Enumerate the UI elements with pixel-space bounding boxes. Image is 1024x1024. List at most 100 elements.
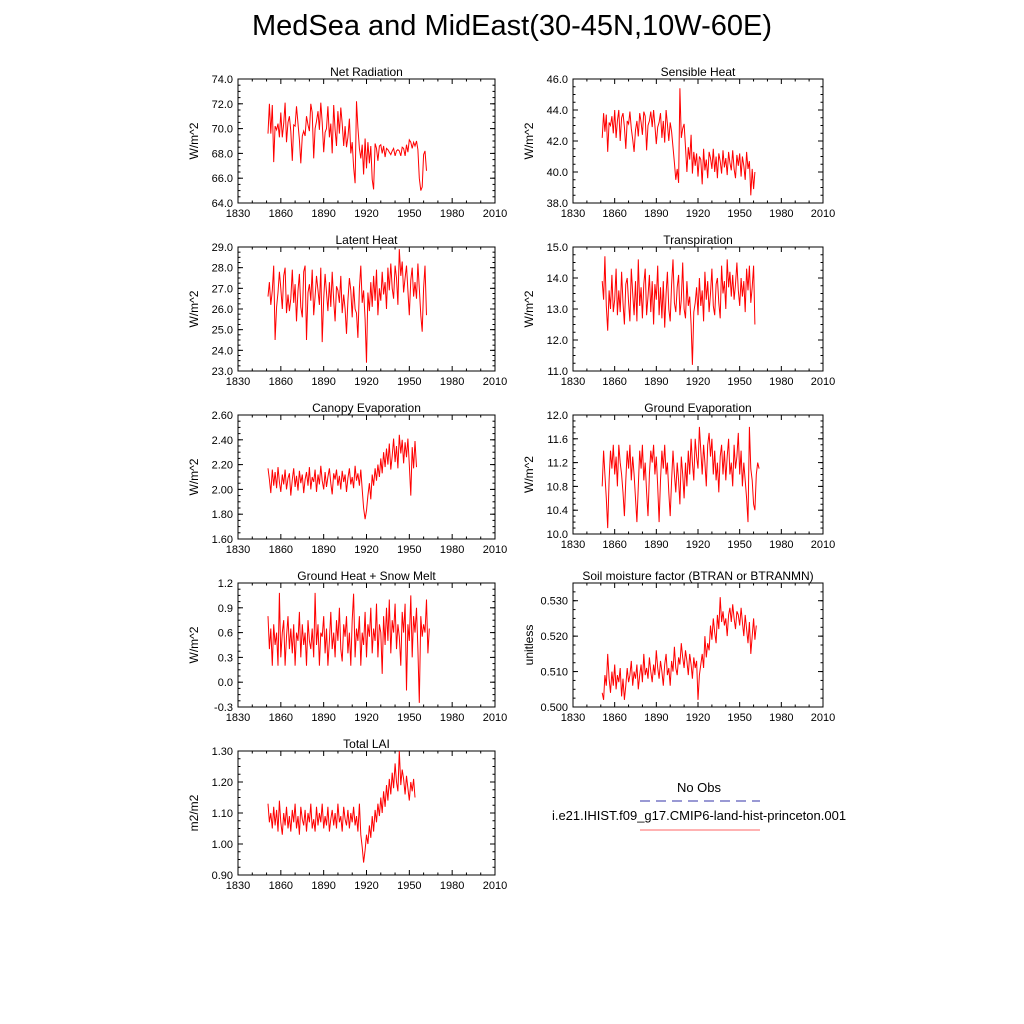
y-tick-label: 14.0 xyxy=(547,273,568,285)
y-axis-label: unitless xyxy=(522,625,536,666)
y-tick-label: 74.0 xyxy=(212,74,233,86)
panel-ground-heat-snow-melt: Ground Heat + Snow Melt W/m^2 1830 1860 1890… xyxy=(187,569,507,724)
x-tick-label: 1890 xyxy=(311,376,335,388)
x-tick-label: 1860 xyxy=(269,880,293,892)
x-tick-label: 1950 xyxy=(397,376,421,388)
x-tick-label: 1920 xyxy=(354,712,378,724)
y-tick-label: 29.0 xyxy=(212,242,233,254)
y-tick-label: 12.0 xyxy=(547,335,568,347)
x-tick-label: 1890 xyxy=(644,208,668,220)
series-line-canopy-evaporation xyxy=(267,434,417,520)
x-tick-label: 1830 xyxy=(561,208,585,220)
y-tick-label: 64.0 xyxy=(212,198,233,210)
y-tick-label: 70.0 xyxy=(212,124,233,136)
x-tick-label: 1890 xyxy=(311,208,335,220)
x-tick-label: 1920 xyxy=(686,712,710,724)
y-tick-label: -0.3 xyxy=(214,702,233,714)
x-tick-label: 1950 xyxy=(397,712,421,724)
x-tick-label: 2010 xyxy=(811,712,835,724)
x-tick-label: 1860 xyxy=(269,544,293,556)
x-tick-label: 1950 xyxy=(727,712,751,724)
x-tick-label: 1890 xyxy=(311,880,335,892)
x-tick-label: 2010 xyxy=(483,712,507,724)
x-tick-label: 1980 xyxy=(769,539,793,551)
x-tick-label: 1920 xyxy=(686,539,710,551)
series-line-transpiration xyxy=(601,256,756,365)
y-tick-label: 11.2 xyxy=(547,458,568,470)
panel-title: Ground Evaporation xyxy=(644,401,751,415)
y-tick-label: 2.00 xyxy=(212,484,233,496)
y-tick-label: 66.0 xyxy=(212,173,233,185)
x-tick-label: 1920 xyxy=(354,376,378,388)
x-tick-label: 1950 xyxy=(727,539,751,551)
x-tick-label: 1950 xyxy=(397,208,421,220)
y-axis-label: W/m^2 xyxy=(522,290,536,327)
plot-frame xyxy=(572,414,824,535)
y-tick-label: 11.6 xyxy=(547,434,568,446)
y-tick-label: 0.500 xyxy=(540,702,568,714)
panel-sensible-heat: Sensible Heat W/m^2 1830 1860 1890 1920 1950 19… xyxy=(522,65,835,220)
plot-frame xyxy=(237,78,496,204)
y-tick-label: 1.20 xyxy=(212,777,233,789)
y-axis-label: W/m^2 xyxy=(187,122,201,159)
x-tick-label: 1920 xyxy=(354,208,378,220)
panel-net-radiation: Net Radiation W/m^2 1830 1860 1890 1920 1950 19… xyxy=(187,65,507,220)
y-tick-label: 26.0 xyxy=(212,304,233,316)
y-tick-label: 46.0 xyxy=(547,74,568,86)
panel-title: Ground Heat + Snow Melt xyxy=(297,569,436,583)
x-tick-label: 1980 xyxy=(769,208,793,220)
y-tick-label: 10.8 xyxy=(547,481,568,493)
x-tick-label: 2010 xyxy=(811,208,835,220)
panel-title: Soil moisture factor (BTRAN or BTRANMN) xyxy=(582,569,813,583)
y-tick-label: 72.0 xyxy=(212,99,233,111)
x-tick-label: 1920 xyxy=(354,880,378,892)
y-tick-label: 40.0 xyxy=(547,167,568,179)
x-tick-label: 1980 xyxy=(440,880,464,892)
x-tick-label: 1920 xyxy=(354,544,378,556)
x-tick-label: 1950 xyxy=(727,208,751,220)
x-tick-label: 1920 xyxy=(686,376,710,388)
y-tick-label: 1.60 xyxy=(212,534,233,546)
x-tick-label: 2010 xyxy=(483,376,507,388)
x-tick-label: 1980 xyxy=(440,376,464,388)
x-tick-label: 1860 xyxy=(602,376,626,388)
series-line-sensible-heat xyxy=(601,88,756,196)
x-tick-label: 1950 xyxy=(727,376,751,388)
y-tick-label: 1.2 xyxy=(218,578,233,590)
x-tick-label: 2010 xyxy=(811,376,835,388)
x-tick-label: 1830 xyxy=(561,376,585,388)
panel-title: Transpiration xyxy=(663,233,733,247)
x-tick-label: 1980 xyxy=(440,544,464,556)
y-tick-label: 13.0 xyxy=(547,304,568,316)
panel-latent-heat: Latent Heat W/m^2 1830 1860 1890 1920 1950 1980… xyxy=(187,233,507,388)
y-axis-label: W/m^2 xyxy=(187,626,201,663)
series-line-ground-heat-snow-melt xyxy=(267,592,430,703)
y-tick-label: 1.10 xyxy=(212,808,233,820)
plot-frame xyxy=(237,414,496,540)
x-tick-label: 1980 xyxy=(769,376,793,388)
y-tick-label: 2.60 xyxy=(212,410,233,422)
panel-title: Canopy Evaporation xyxy=(312,401,421,415)
y-tick-label: 2.20 xyxy=(212,460,233,472)
x-tick-label: 1830 xyxy=(561,712,585,724)
x-tick-label: 1980 xyxy=(769,712,793,724)
x-tick-label: 1830 xyxy=(226,712,250,724)
plot-frame xyxy=(572,78,824,204)
legend-label-model-run: i.e21.IHIST.f09_g17.CMIP6-land-hist-prin… xyxy=(552,808,846,823)
x-tick-label: 1890 xyxy=(311,544,335,556)
x-tick-label: 1860 xyxy=(602,208,626,220)
y-tick-label: 12.0 xyxy=(547,410,568,422)
x-tick-label: 1860 xyxy=(269,712,293,724)
y-tick-label: 10.0 xyxy=(547,529,568,541)
y-tick-label: 27.0 xyxy=(212,283,233,295)
x-tick-label: 1830 xyxy=(226,208,250,220)
y-tick-label: 10.4 xyxy=(547,505,568,517)
y-tick-label: 0.9 xyxy=(218,603,233,615)
series-line-net-radiation xyxy=(267,101,427,191)
y-tick-label: 0.90 xyxy=(212,870,233,882)
panel-canopy-evaporation: Canopy Evaporation W/m^2 1830 1860 1890 1920 1… xyxy=(187,401,507,556)
x-tick-label: 1860 xyxy=(602,539,626,551)
x-tick-label: 2010 xyxy=(811,539,835,551)
y-axis-label: W/m^2 xyxy=(522,122,536,159)
